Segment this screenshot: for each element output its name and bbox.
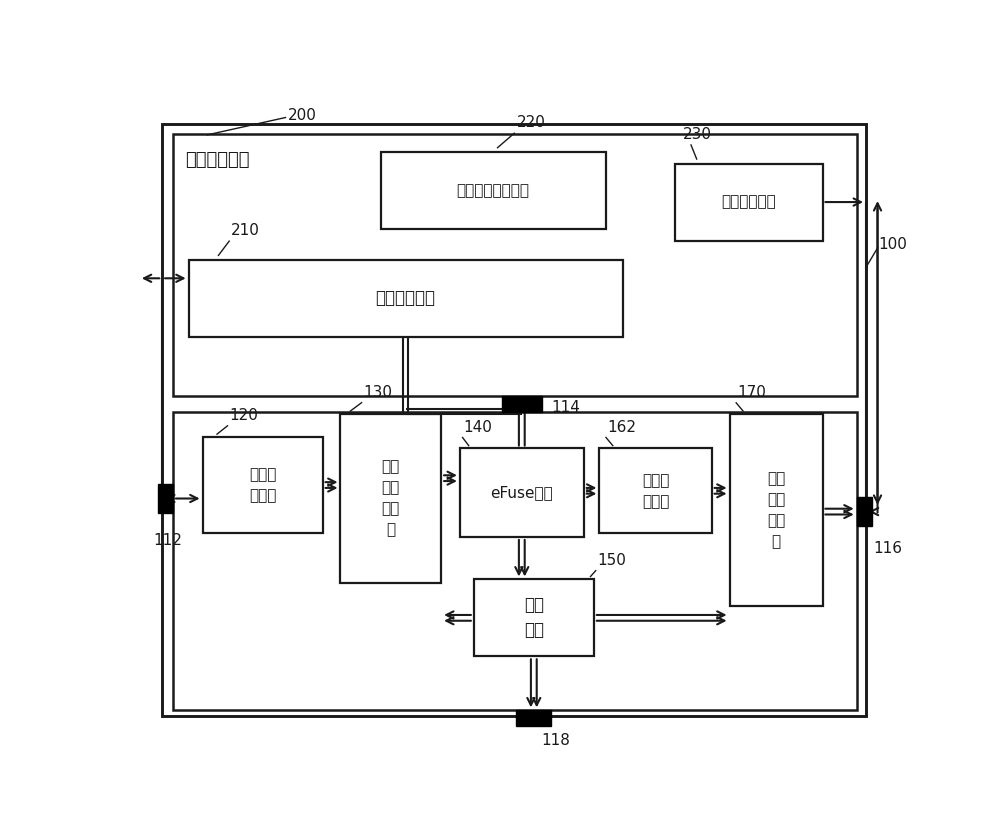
Text: 120: 120 (230, 408, 258, 423)
Text: 170: 170 (737, 385, 766, 400)
Text: 奇偶校
验单元: 奇偶校 验单元 (642, 473, 669, 508)
Text: 116: 116 (874, 541, 903, 556)
Bar (158, 484, 173, 513)
Text: eFuse模块: eFuse模块 (490, 485, 553, 500)
Text: 210: 210 (231, 223, 260, 238)
Bar (599, 448, 712, 533)
Bar (340, 414, 441, 583)
Text: 112: 112 (154, 533, 183, 548)
Text: 信号接收模块: 信号接收模块 (721, 194, 776, 209)
Bar (474, 579, 594, 657)
Text: 烧录结果判断模块: 烧录结果判断模块 (457, 183, 530, 198)
Text: 信号发送模块: 信号发送模块 (376, 289, 436, 307)
Text: 118: 118 (542, 733, 570, 748)
Bar (516, 710, 551, 726)
Bar (173, 134, 857, 396)
Text: 220: 220 (516, 115, 545, 130)
Bar (502, 396, 542, 411)
Bar (857, 497, 872, 527)
Text: 100: 100 (878, 237, 907, 252)
Bar (202, 437, 323, 533)
Text: 控制
单元: 控制 单元 (524, 597, 544, 639)
Text: 140: 140 (464, 419, 493, 434)
Text: 第一
多路
选择
器: 第一 多路 选择 器 (382, 460, 400, 537)
Bar (675, 163, 822, 241)
Bar (460, 448, 584, 537)
Text: 114: 114 (551, 400, 580, 415)
Text: 200: 200 (288, 108, 317, 124)
Text: 150: 150 (598, 553, 627, 568)
Text: 第二
多路
选择
器: 第二 多路 选择 器 (767, 471, 785, 549)
Text: 串并转
换单元: 串并转 换单元 (249, 467, 276, 503)
Bar (189, 260, 623, 337)
Text: 230: 230 (683, 127, 712, 142)
Bar (173, 411, 857, 710)
Text: 芯片烧录装置: 芯片烧录装置 (185, 152, 249, 169)
Text: 130: 130 (364, 385, 393, 400)
Bar (730, 414, 822, 606)
Text: 162: 162 (607, 419, 636, 434)
Bar (381, 152, 606, 229)
